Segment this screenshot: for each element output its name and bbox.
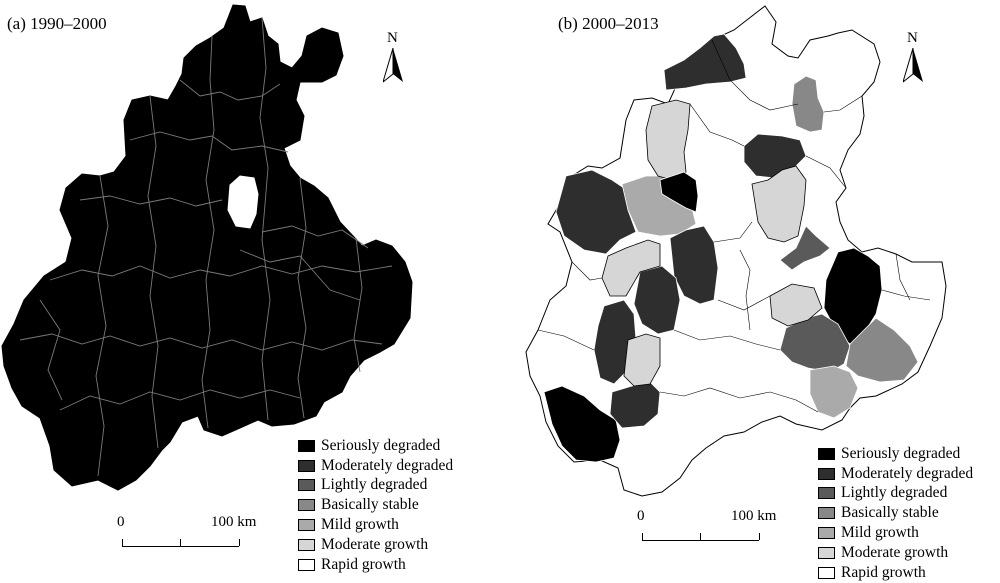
north-label: N — [387, 30, 398, 46]
legend-label: Lightly degraded — [321, 476, 428, 494]
legend-label: Mild growth — [321, 516, 399, 534]
legend-item-moderately-degraded: Moderately degraded — [298, 456, 453, 476]
legend-swatch — [818, 566, 835, 579]
region-lightly-degraded — [779, 313, 851, 373]
region-boundary — [1, 4, 413, 491]
map-panel-a: (a) 1990–2000 N Seriously — [1, 4, 453, 575]
scale-bar: 0 100 km — [115, 514, 256, 554]
legend-swatch — [298, 459, 315, 472]
legend-swatch — [298, 538, 315, 551]
panel-title: (b) 2000–2013 — [558, 14, 659, 33]
legend-label: Seriously degraded — [841, 444, 961, 462]
region-moderate-growth — [769, 283, 823, 327]
scale-max-label: 100 km — [211, 514, 257, 530]
north-arrow-icon — [903, 48, 923, 83]
legend-label: Rapid growth — [321, 555, 406, 573]
legend-item-moderate-growth: Moderate growth — [818, 543, 973, 563]
legend-swatch — [298, 499, 315, 512]
legend-item-lightly-degraded: Lightly degraded — [818, 484, 973, 504]
region-moderately-degraded — [555, 169, 637, 255]
legend-item-seriously-degraded: Seriously degraded — [818, 444, 973, 464]
map-legend: Seriously degraded Moderately degraded L… — [298, 436, 453, 575]
legend-label: Moderately degraded — [841, 464, 974, 482]
legend-item-rapid-growth: Rapid growth — [298, 555, 453, 575]
scale-tick — [239, 539, 240, 546]
scale-bar: 0 100 km — [635, 508, 776, 548]
enclave-hole — [227, 175, 259, 229]
legend-item-seriously-degraded: Seriously degraded — [298, 436, 453, 456]
map-region-2000-2013 — [525, 5, 947, 497]
district-boundaries — [19, 17, 393, 477]
scale-max-label: 100 km — [731, 508, 777, 524]
region-moderate-growth — [623, 333, 661, 387]
legend-swatch — [818, 546, 835, 559]
scale-tick — [700, 533, 701, 540]
legend-item-mild-growth: Mild growth — [298, 515, 453, 535]
legend-swatch — [818, 447, 835, 460]
legend-item-rapid-growth: Rapid growth — [818, 563, 973, 583]
region-mild-growth — [621, 175, 697, 237]
scale-zero-label: 0 — [117, 514, 125, 530]
legend-swatch — [818, 527, 835, 540]
legend-item-mild-growth: Mild growth — [818, 523, 973, 543]
legend-label: Moderately degraded — [321, 456, 454, 474]
legend-item-basically-stable: Basically stable — [818, 503, 973, 523]
region-basically-stable — [845, 317, 919, 383]
legend-item-moderately-degraded: Moderately degraded — [818, 464, 973, 484]
scale-tick — [642, 533, 643, 540]
legend-label: Basically stable — [841, 504, 939, 522]
legend-swatch — [818, 487, 835, 500]
legend-label: Moderate growth — [321, 535, 429, 553]
legend-swatch — [818, 467, 835, 480]
region-lightly-degraded — [779, 225, 831, 271]
legend-label: Moderate growth — [841, 543, 949, 561]
region-moderately-degraded — [743, 133, 807, 179]
region-moderately-degraded — [669, 225, 719, 305]
north-label: N — [907, 30, 918, 46]
scale-tick — [759, 533, 760, 540]
legend-swatch — [298, 558, 315, 571]
panel-title: (a) 1990–2000 — [7, 14, 107, 33]
legend-swatch — [818, 507, 835, 520]
legend-label: Seriously degraded — [321, 436, 441, 454]
legend-label: Basically stable — [321, 496, 419, 514]
legend-label: Rapid growth — [841, 563, 926, 581]
scale-tick — [122, 539, 123, 546]
legend-label: Lightly degraded — [841, 484, 948, 502]
region-seriously-degraded — [659, 171, 699, 213]
region-moderate-growth — [645, 99, 691, 181]
legend-label: Mild growth — [841, 524, 919, 542]
north-arrow-icon — [383, 48, 403, 83]
scale-tick — [180, 539, 181, 546]
region-seriously-degraded — [823, 247, 883, 345]
scale-zero-label: 0 — [637, 508, 645, 524]
legend-swatch — [298, 479, 315, 492]
region-moderate-growth — [751, 165, 807, 243]
scale-line — [642, 540, 759, 541]
legend-swatch — [298, 519, 315, 532]
legend-swatch — [298, 439, 315, 452]
map-legend: Seriously degraded Moderately degraded L… — [818, 444, 973, 583]
legend-item-moderate-growth: Moderate growth — [298, 535, 453, 555]
map-panel-b: (b) 2000–2013 — [500, 0, 1000, 583]
region-seriously-degraded — [543, 385, 621, 463]
region-mild-growth — [809, 365, 859, 419]
region-moderately-degraded — [663, 33, 747, 91]
district-boundaries — [537, 39, 931, 413]
map-region-1990-2000 — [1, 4, 413, 491]
region-moderate-growth — [601, 239, 661, 297]
legend-item-lightly-degraded: Lightly degraded — [298, 476, 453, 496]
legend-item-basically-stable: Basically stable — [298, 495, 453, 515]
region-basically-stable — [791, 75, 825, 133]
scale-line — [122, 546, 239, 547]
